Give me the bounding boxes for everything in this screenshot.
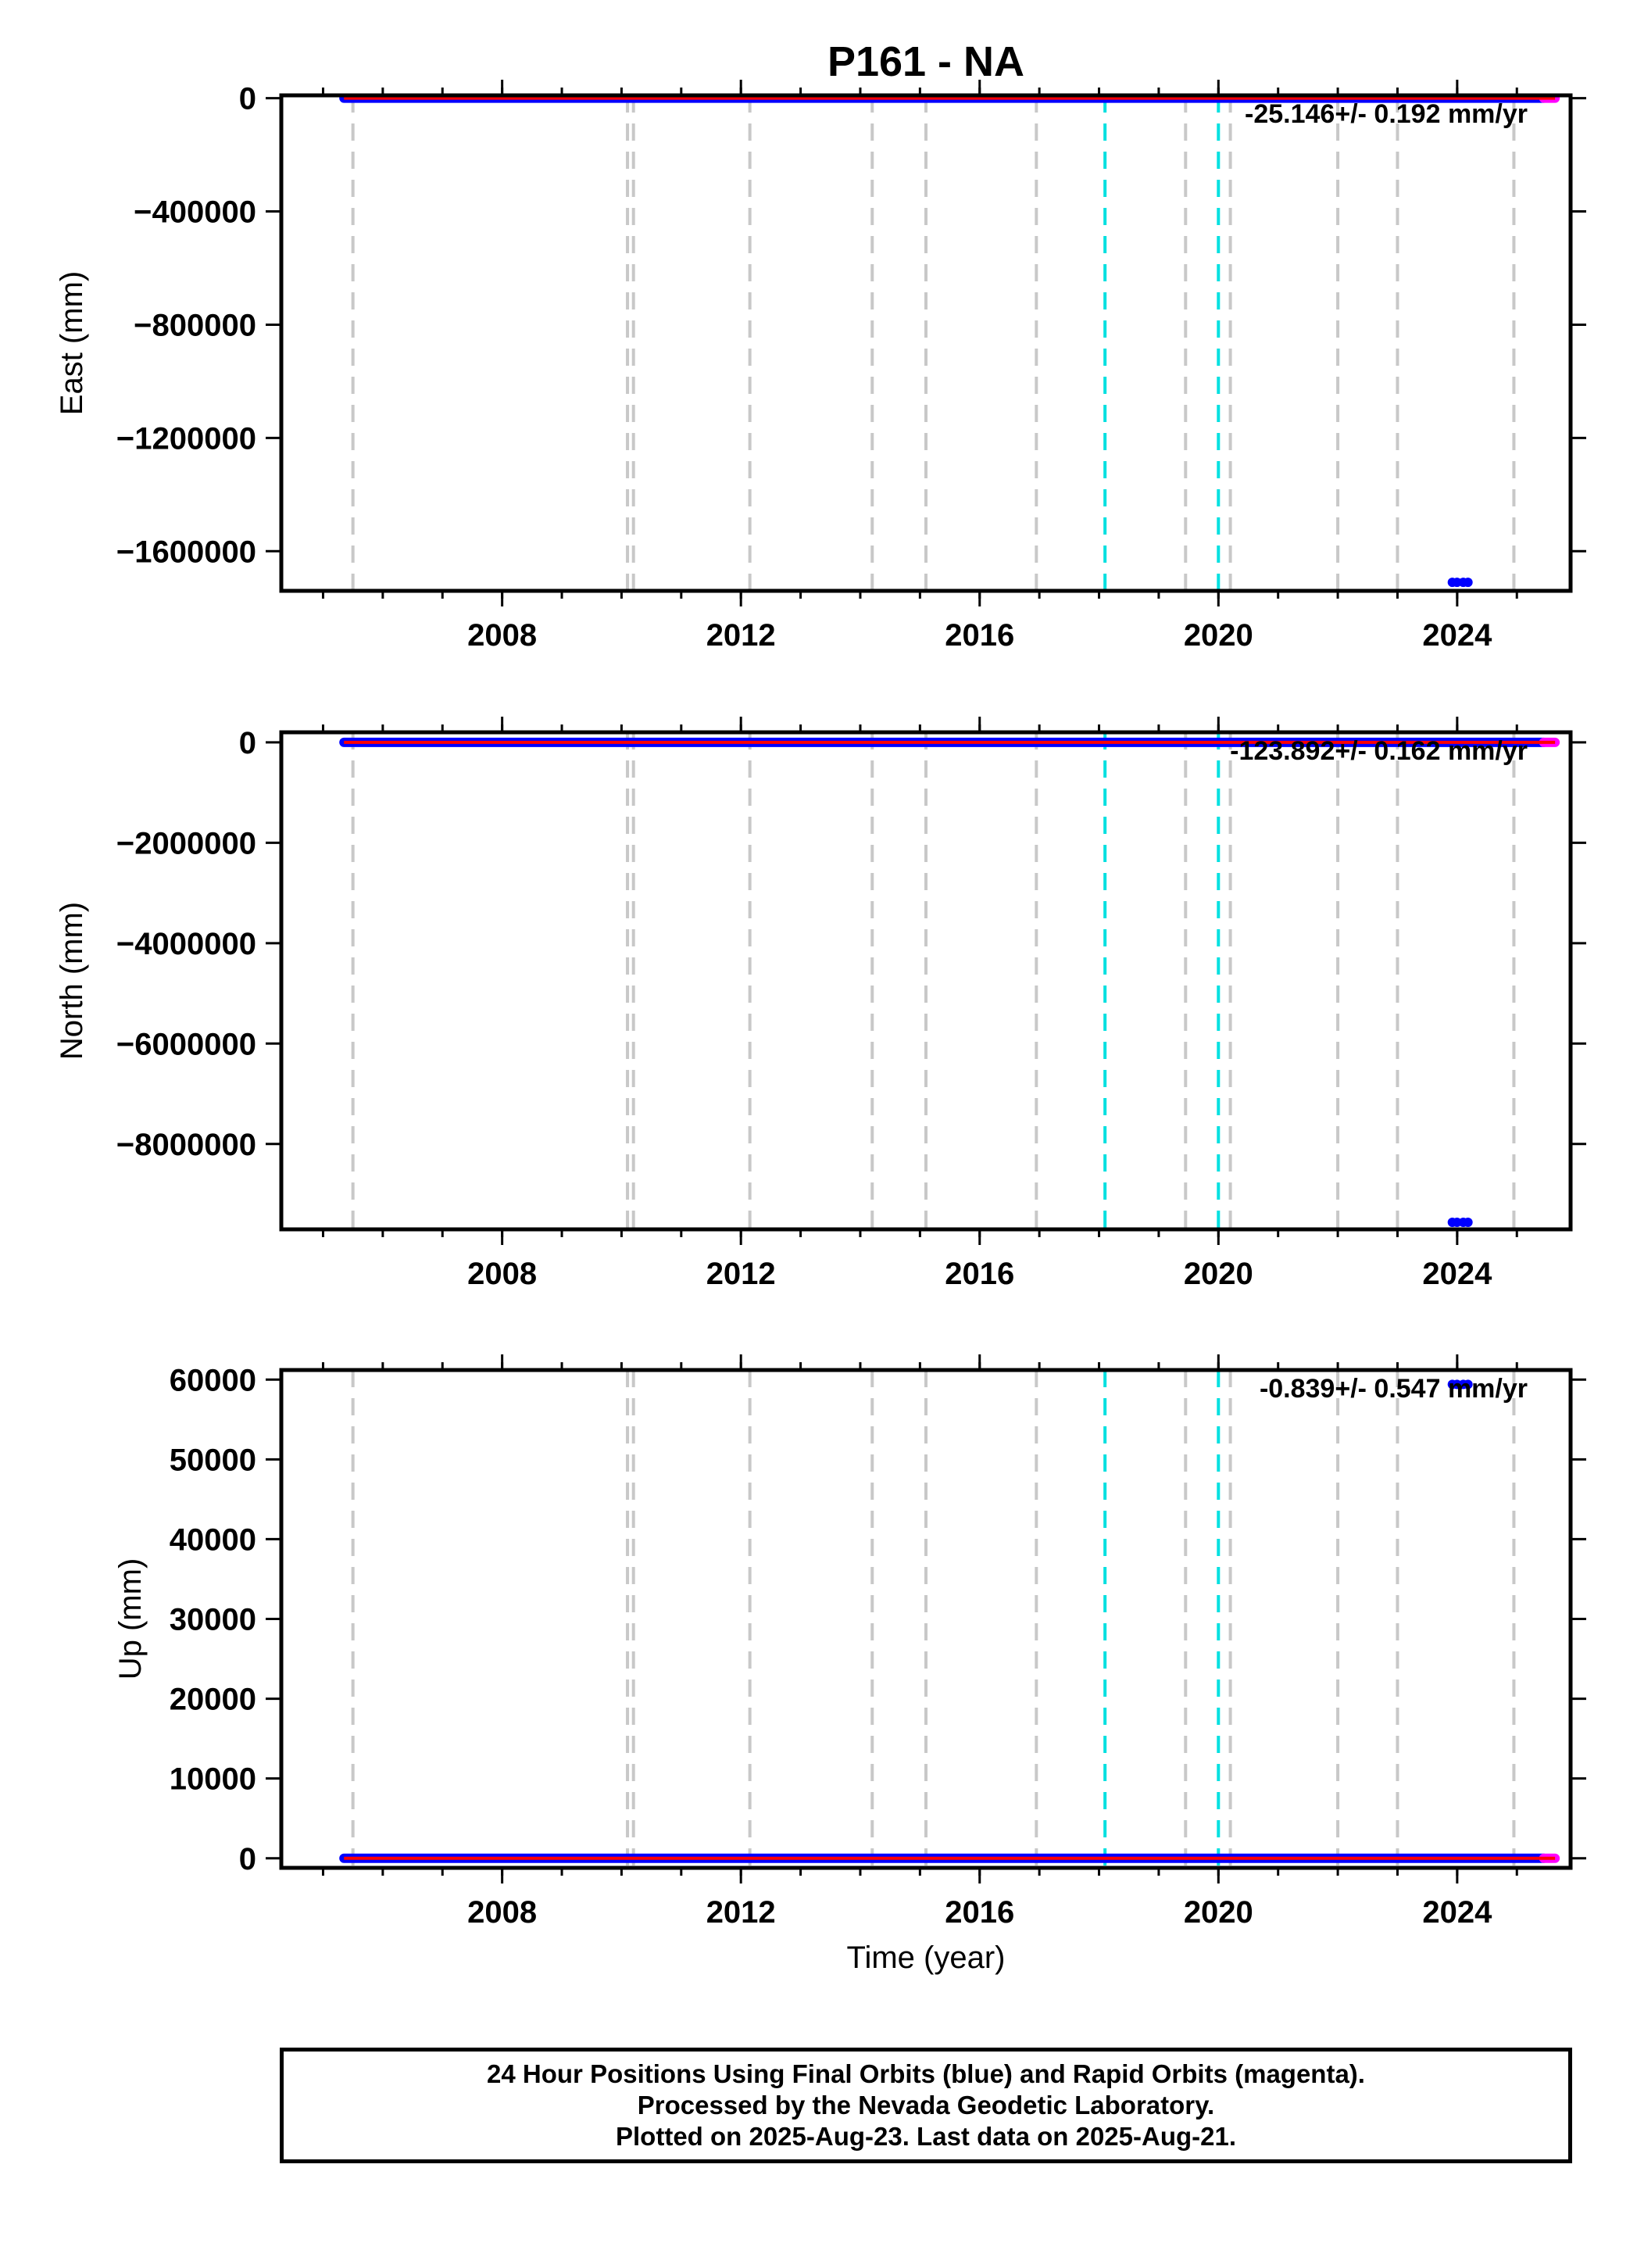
x-tick-label: 2020 — [1184, 1895, 1253, 1930]
caption-line-3: Plotted on 2025-Aug-23. Last data on 202… — [616, 2122, 1236, 2151]
y-tick-label: −8000000 — [116, 1128, 256, 1162]
y-tick-label: 60000 — [170, 1363, 256, 1397]
y-tick-label: −400000 — [134, 195, 256, 230]
rate-label: -123.892+/- 0.162 mm/yr — [1230, 736, 1528, 766]
panels: 2008 2012 2016 2020 2024 0 −400000 −800000 −1200… — [55, 80, 1586, 1930]
y-tick-label: 40000 — [170, 1522, 256, 1557]
plot-frame — [279, 93, 1573, 593]
x-tick-label: 2008 — [467, 1895, 537, 1930]
x-tick-label: 2020 — [1184, 1257, 1253, 1291]
figure-title: P161 - NA — [827, 38, 1024, 85]
y-tick-label: 50000 — [170, 1443, 256, 1477]
y-tick-label: 20000 — [170, 1683, 256, 1717]
caption-line-1: 24 Hour Positions Using Final Orbits (bl… — [487, 2059, 1365, 2088]
panel-east: 2008 2012 2016 2020 2024 0 −400000 −800000 −1200… — [55, 80, 1586, 653]
panel-north: 2008 2012 2016 2020 2024 0 −2000000 −4000000 −60… — [55, 717, 1586, 1291]
y-tick-label: 10000 — [170, 1762, 256, 1797]
y-tick-label: 0 — [239, 82, 256, 116]
x-tick-label: 2012 — [706, 1895, 776, 1930]
x-tick-label: 2012 — [706, 1257, 776, 1291]
panel-up: 2008 2012 2016 2020 2024 0 10000 20000 30000 4000… — [113, 1354, 1586, 1930]
y-tick-label: −800000 — [134, 308, 256, 342]
outlier-point — [1463, 1218, 1473, 1228]
x-tick-label: 2024 — [1422, 1257, 1492, 1291]
y-tick-label: 0 — [239, 1842, 256, 1876]
y-tick-label: 0 — [239, 726, 256, 760]
outlier-point — [1463, 1379, 1473, 1390]
x-tick-label: 2016 — [945, 1895, 1014, 1930]
y-axis-label: East (mm) — [55, 271, 89, 415]
x-tick-label: 2008 — [467, 618, 537, 653]
y-tick-label: −4000000 — [116, 927, 256, 961]
x-tick-label: 2020 — [1184, 618, 1253, 653]
y-axis-label: Up (mm) — [113, 1558, 148, 1680]
rate-label: -25.146+/- 0.192 mm/yr — [1245, 99, 1528, 129]
rate-label: -0.839+/- 0.547 mm/yr — [1260, 1374, 1528, 1404]
caption-line-2: Processed by the Nevada Geodetic Laborat… — [637, 2091, 1215, 2120]
y-tick-label: 30000 — [170, 1603, 256, 1637]
x-tick-label: 2024 — [1422, 618, 1492, 653]
x-tick-label: 2016 — [945, 618, 1014, 653]
y-tick-label: −1200000 — [116, 421, 256, 456]
caption-box: 24 Hour Positions Using Final Orbits (bl… — [280, 2048, 1572, 2163]
y-tick-label: −2000000 — [116, 826, 256, 860]
y-tick-label: −6000000 — [116, 1027, 256, 1061]
x-tick-label: 2008 — [467, 1257, 537, 1291]
x-axis-label: Time (year) — [847, 1941, 1006, 1975]
y-axis-label: North (mm) — [55, 902, 89, 1060]
y-tick-label: −1600000 — [116, 535, 256, 569]
plot-frame — [279, 730, 1573, 1232]
x-tick-label: 2016 — [945, 1257, 1014, 1291]
outlier-point — [1463, 578, 1473, 588]
x-tick-label: 2024 — [1422, 1895, 1492, 1930]
x-tick-label: 2012 — [706, 618, 776, 653]
